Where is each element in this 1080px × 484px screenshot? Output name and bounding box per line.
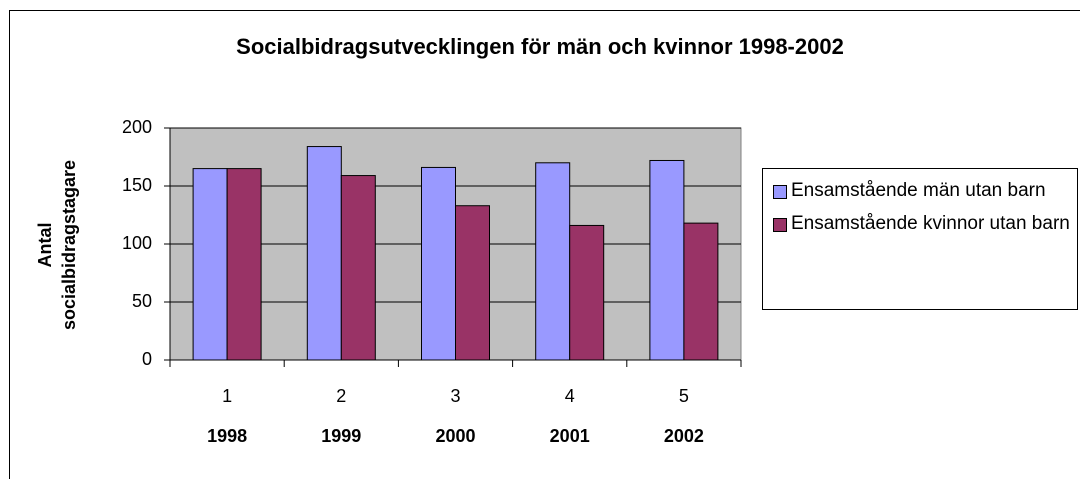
bar	[570, 225, 604, 360]
bar	[650, 160, 684, 360]
x-year-label: 1998	[207, 426, 247, 446]
x-year-label: 2001	[550, 426, 590, 446]
y-tick-label: 150	[122, 175, 152, 195]
y-tick-label: 0	[142, 349, 152, 369]
bar	[341, 176, 375, 360]
chart-title: Socialbidragsutvecklingen för män och kv…	[236, 34, 844, 59]
y-axis-label: socialbidragstagare	[59, 160, 79, 330]
y-tick-label: 100	[122, 233, 152, 253]
x-tick-label: 2	[336, 386, 346, 406]
legend-item: Ensamstående män utan barn	[773, 179, 1077, 202]
x-tick-label: 3	[450, 386, 460, 406]
y-tick-label: 50	[132, 291, 152, 311]
legend-swatch	[773, 218, 787, 232]
bar	[422, 167, 456, 360]
bar	[536, 163, 570, 360]
x-year-label: 1999	[321, 426, 361, 446]
legend-label: Ensamstående män utan barn	[791, 179, 1046, 202]
x-tick-label: 5	[679, 386, 689, 406]
x-tick-label: 4	[565, 386, 575, 406]
bar	[193, 169, 227, 360]
x-tick-label: 1	[222, 386, 232, 406]
bar	[684, 223, 718, 360]
bar	[456, 206, 490, 360]
legend: Ensamstående män utan barn Ensamstående k…	[762, 168, 1078, 310]
x-year-label: 2000	[435, 426, 475, 446]
legend-swatch	[773, 185, 787, 199]
y-axis-label: Antal	[35, 223, 55, 268]
bar	[227, 169, 261, 360]
y-tick-label: 200	[122, 117, 152, 137]
legend-item: Ensamstående kvinnor utan barn	[773, 212, 1077, 235]
bar	[307, 147, 341, 360]
x-year-label: 2002	[664, 426, 704, 446]
legend-label: Ensamstående kvinnor utan barn	[791, 212, 1070, 235]
